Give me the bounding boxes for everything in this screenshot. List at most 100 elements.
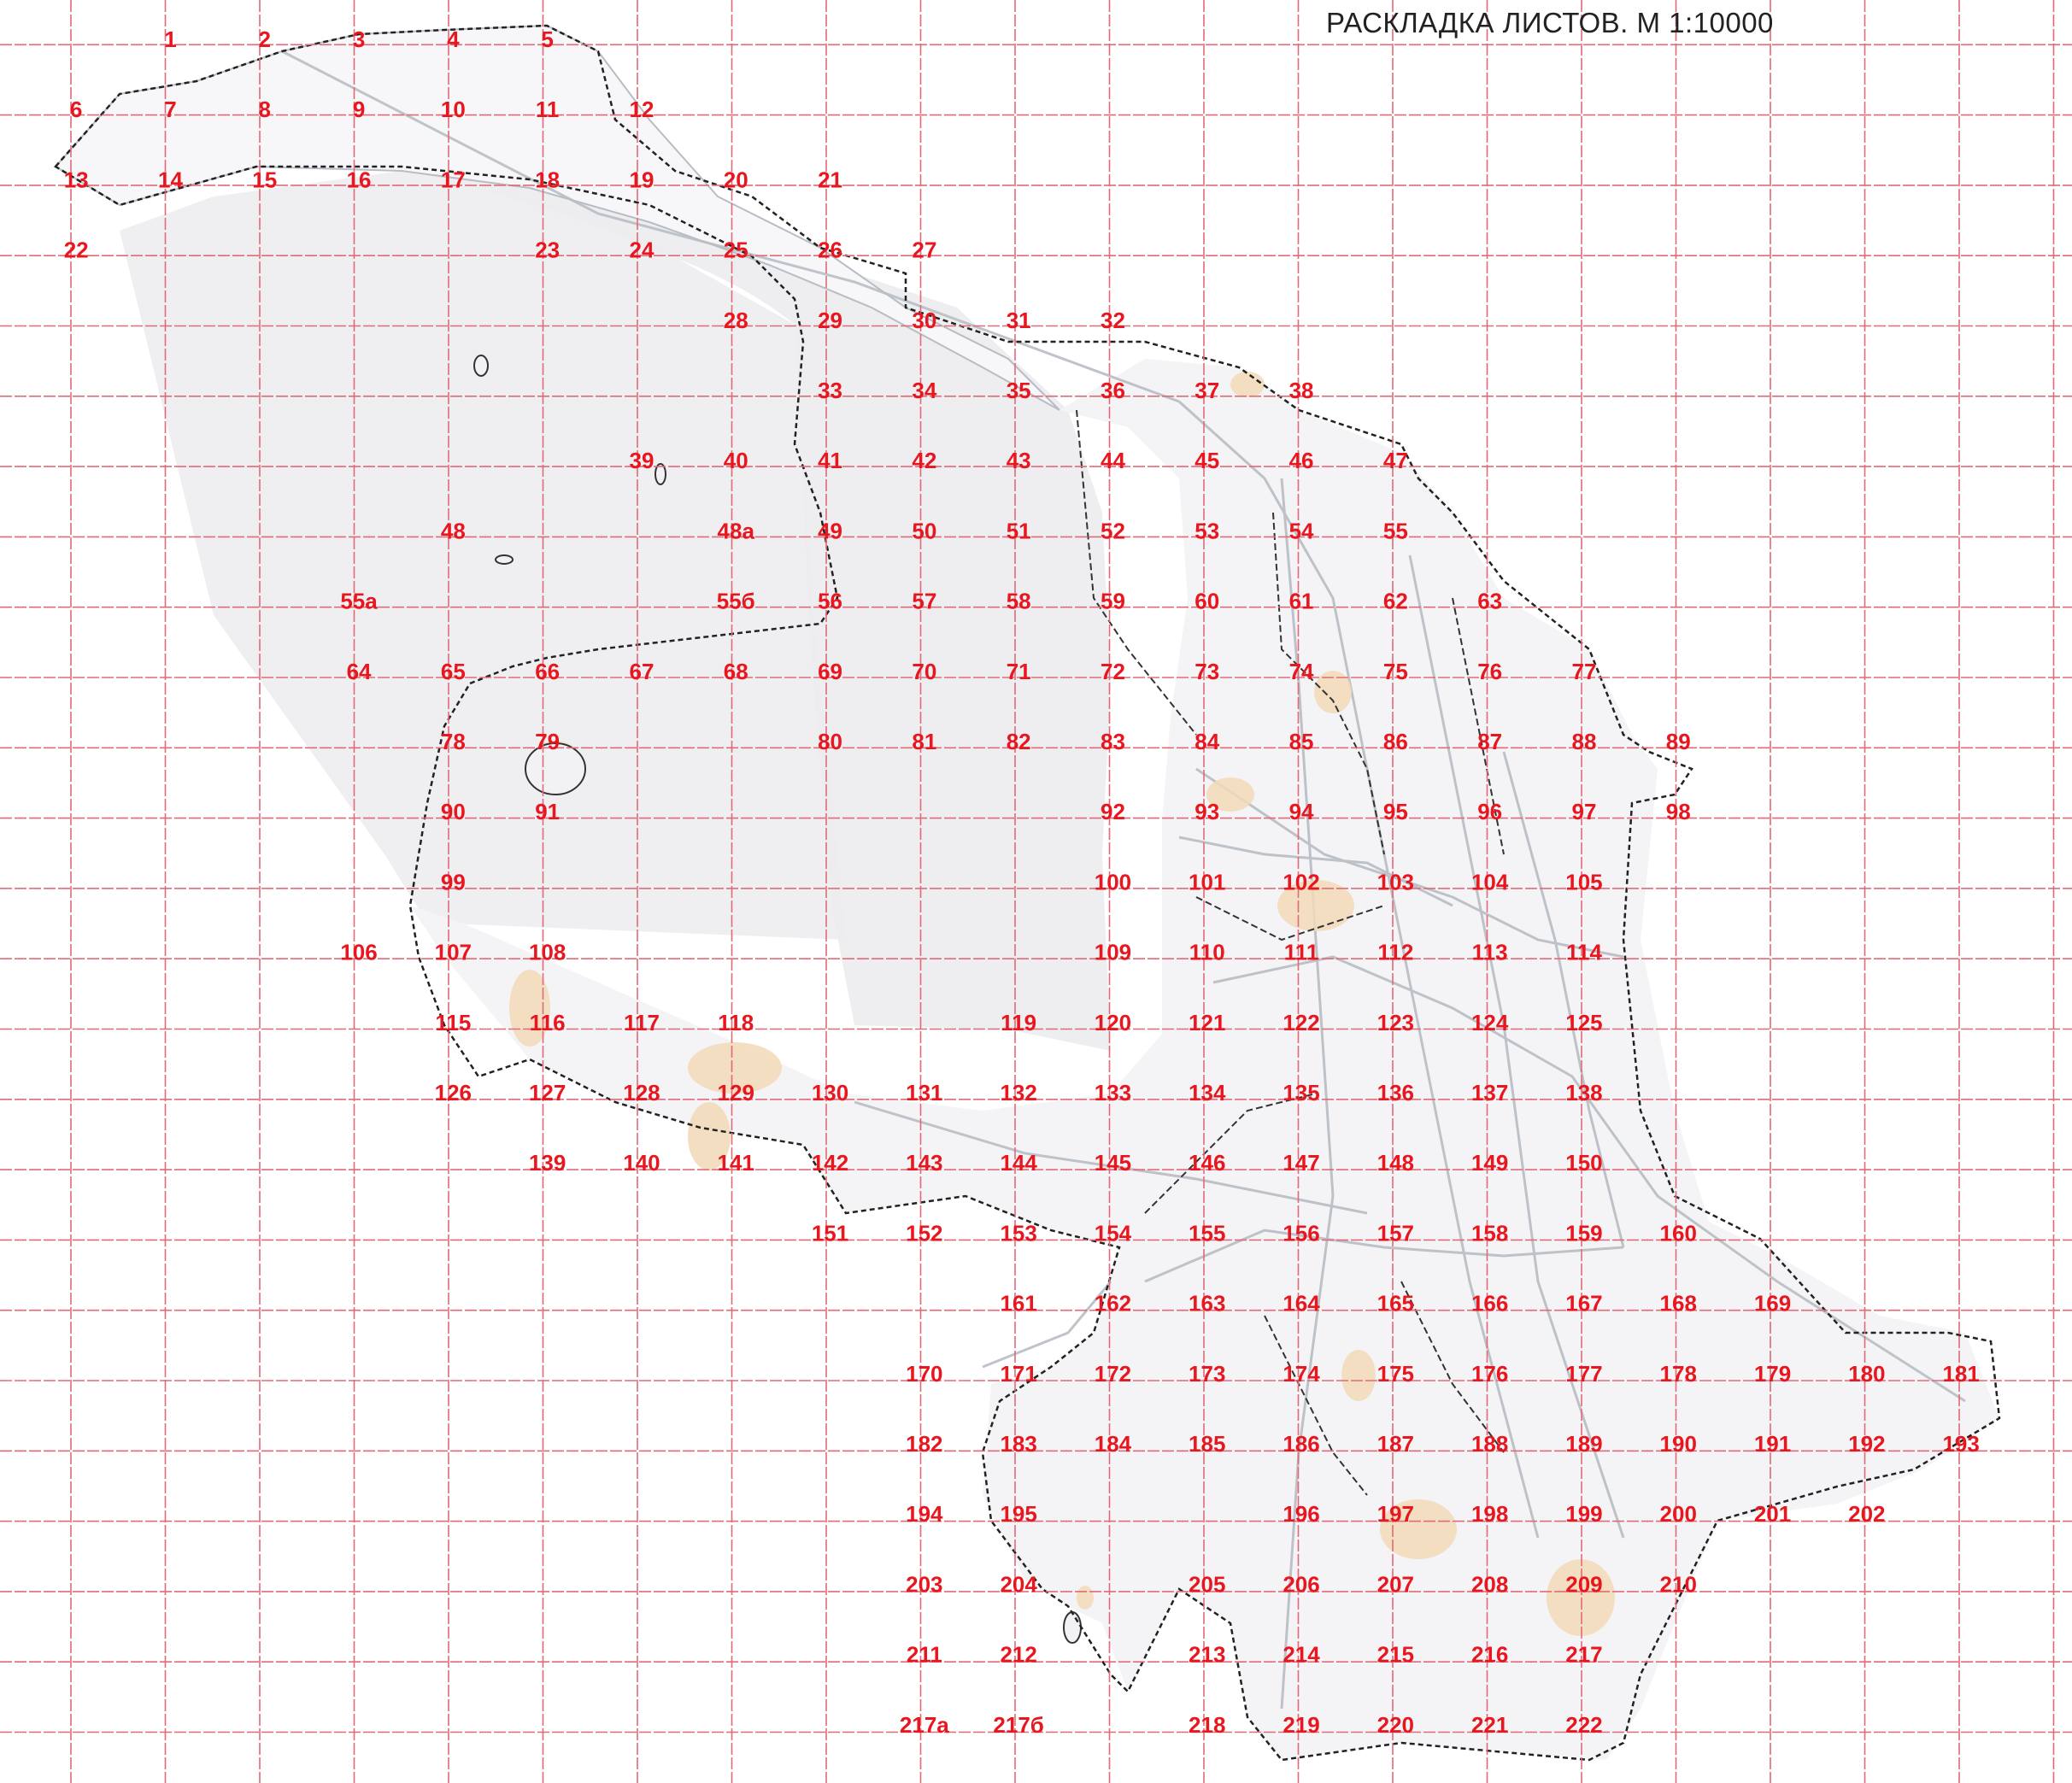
sheet-label[interactable]: 134 (1189, 1080, 1226, 1106)
sheet-label[interactable]: 59 (1101, 589, 1125, 614)
sheet-label[interactable]: 33 (818, 378, 842, 403)
sheet-label[interactable]: 145 (1095, 1150, 1131, 1176)
sheet-label[interactable]: 186 (1283, 1431, 1319, 1457)
sheet-label[interactable]: 75 (1383, 659, 1408, 684)
sheet-label[interactable]: 45 (1194, 448, 1219, 473)
sheet-label[interactable]: 212 (1000, 1642, 1036, 1668)
sheet-label[interactable]: 67 (629, 659, 654, 684)
sheet-label[interactable]: 43 (1007, 448, 1031, 473)
sheet-label[interactable]: 192 (1848, 1431, 1885, 1457)
sheet-label[interactable]: 109 (1095, 940, 1131, 965)
sheet-label[interactable]: 36 (1101, 378, 1125, 403)
sheet-label[interactable]: 198 (1471, 1501, 1508, 1527)
sheet-label[interactable]: 97 (1571, 799, 1596, 824)
sheet-label[interactable]: 91 (535, 799, 560, 824)
sheet-label[interactable]: 160 (1660, 1220, 1697, 1246)
sheet-label[interactable]: 89 (1666, 729, 1691, 754)
sheet-label[interactable]: 153 (1000, 1220, 1036, 1246)
sheet-label[interactable]: 141 (718, 1150, 754, 1176)
sheet-label[interactable]: 56 (818, 589, 842, 614)
sheet-label[interactable]: 80 (818, 729, 842, 754)
sheet-label[interactable]: 53 (1194, 518, 1219, 543)
sheet-label[interactable]: 168 (1660, 1291, 1697, 1317)
sheet-label[interactable]: 146 (1189, 1150, 1225, 1176)
sheet-label[interactable]: 148 (1377, 1150, 1414, 1176)
sheet-label[interactable]: 155 (1189, 1220, 1225, 1246)
sheet-label[interactable]: 194 (906, 1501, 943, 1527)
sheet-label[interactable]: 95 (1383, 799, 1408, 824)
sheet-label[interactable]: 150 (1565, 1150, 1602, 1176)
sheet-label[interactable]: 118 (718, 1010, 754, 1035)
sheet-label[interactable]: 71 (1007, 659, 1031, 684)
sheet-label[interactable]: 99 (441, 869, 466, 894)
sheet-label[interactable]: 128 (623, 1080, 660, 1106)
sheet-label[interactable]: 133 (1095, 1080, 1131, 1106)
sheet-label[interactable]: 112 (1377, 940, 1413, 965)
sheet-label[interactable]: 85 (1289, 729, 1314, 754)
sheet-label[interactable]: 29 (818, 308, 842, 333)
sheet-label[interactable]: 1 (164, 26, 176, 52)
sheet-label[interactable]: 121 (1189, 1010, 1225, 1035)
sheet-label[interactable]: 187 (1377, 1431, 1414, 1457)
sheet-label[interactable]: 105 (1565, 869, 1602, 894)
sheet-label[interactable]: 35 (1007, 378, 1031, 403)
sheet-label[interactable]: 137 (1471, 1080, 1508, 1106)
sheet-label[interactable]: 161 (1000, 1291, 1036, 1317)
sheet-label[interactable]: 31 (1007, 308, 1031, 333)
sheet-label[interactable]: 217б (993, 1712, 1043, 1738)
sheet-label[interactable]: 166 (1471, 1291, 1508, 1317)
sheet-label[interactable]: 203 (906, 1571, 942, 1597)
sheet-label[interactable]: 170 (906, 1361, 942, 1387)
sheet-label[interactable]: 77 (1571, 659, 1596, 684)
sheet-label[interactable]: 68 (724, 659, 748, 684)
sheet-label[interactable]: 202 (1848, 1501, 1885, 1527)
sheet-label[interactable]: 199 (1565, 1501, 1602, 1527)
sheet-label[interactable]: 179 (1754, 1361, 1791, 1387)
sheet-label[interactable]: 16 (347, 167, 372, 192)
sheet-label[interactable]: 144 (1000, 1150, 1037, 1176)
sheet-label[interactable]: 209 (1565, 1571, 1602, 1597)
sheet-label[interactable]: 158 (1471, 1220, 1508, 1246)
sheet-label[interactable]: 214 (1283, 1642, 1320, 1668)
sheet-label[interactable]: 159 (1565, 1220, 1602, 1246)
sheet-label[interactable]: 57 (912, 589, 936, 614)
sheet-label[interactable]: 167 (1565, 1291, 1602, 1317)
sheet-label[interactable]: 87 (1477, 729, 1502, 754)
sheet-label[interactable]: 208 (1471, 1571, 1508, 1597)
sheet-label[interactable]: 125 (1565, 1010, 1602, 1035)
sheet-label[interactable]: 83 (1101, 729, 1125, 754)
sheet-label[interactable]: 116 (530, 1010, 566, 1035)
sheet-label[interactable]: 132 (1000, 1080, 1036, 1106)
sheet-label[interactable]: 51 (1007, 518, 1031, 543)
sheet-label[interactable]: 191 (1754, 1431, 1791, 1457)
sheet-label[interactable]: 115 (435, 1010, 471, 1035)
sheet-label[interactable]: 207 (1377, 1571, 1414, 1597)
sheet-label[interactable]: 122 (1283, 1010, 1319, 1035)
sheet-label[interactable]: 201 (1754, 1501, 1791, 1527)
sheet-label[interactable]: 113 (1472, 940, 1508, 965)
sheet-label[interactable]: 3 (353, 26, 365, 52)
sheet-label[interactable]: 135 (1283, 1080, 1319, 1106)
sheet-label[interactable]: 120 (1095, 1010, 1131, 1035)
sheet-label[interactable]: 9 (353, 97, 365, 122)
sheet-label[interactable]: 76 (1477, 659, 1502, 684)
sheet-label[interactable]: 47 (1383, 448, 1408, 473)
sheet-label[interactable]: 196 (1283, 1501, 1319, 1527)
sheet-label[interactable]: 50 (912, 518, 936, 543)
sheet-label[interactable]: 63 (1477, 589, 1502, 614)
sheet-label[interactable]: 222 (1565, 1712, 1602, 1738)
sheet-label[interactable]: 2 (259, 26, 271, 52)
sheet-label[interactable]: 182 (906, 1431, 942, 1457)
sheet-label[interactable]: 11 (536, 97, 560, 122)
sheet-label[interactable]: 205 (1189, 1571, 1225, 1597)
sheet-label[interactable]: 220 (1377, 1712, 1414, 1738)
sheet-label[interactable]: 126 (435, 1080, 472, 1106)
sheet-label[interactable]: 32 (1101, 308, 1125, 333)
sheet-label[interactable]: 86 (1383, 729, 1408, 754)
sheet-label[interactable]: 188 (1471, 1431, 1508, 1457)
sheet-label[interactable]: 92 (1101, 799, 1125, 824)
sheet-label[interactable]: 157 (1377, 1220, 1414, 1246)
sheet-label[interactable]: 12 (629, 97, 654, 122)
sheet-label[interactable]: 96 (1477, 799, 1502, 824)
sheet-label[interactable]: 217 (1565, 1642, 1602, 1668)
